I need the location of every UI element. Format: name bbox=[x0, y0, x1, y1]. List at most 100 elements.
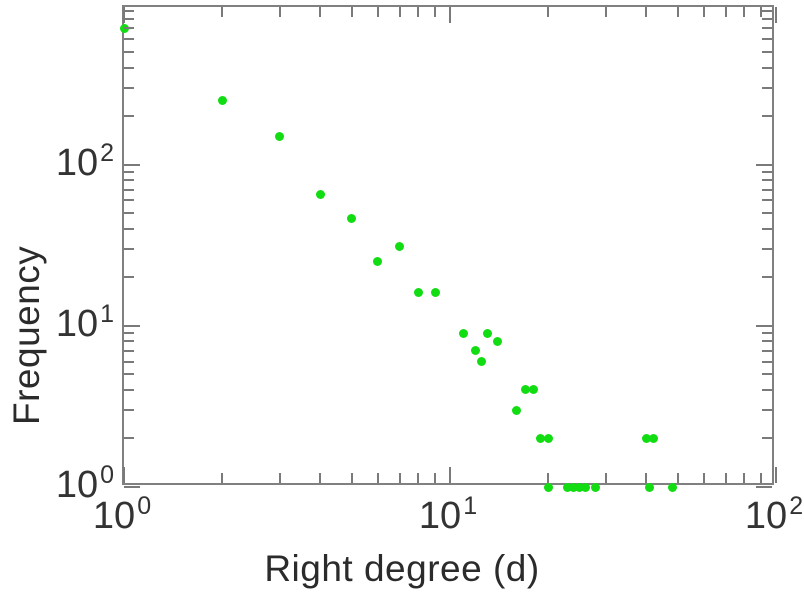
axis-tick bbox=[645, 473, 648, 483]
axis-tick bbox=[124, 170, 134, 173]
x-tick-label: 100 bbox=[92, 494, 151, 537]
axis-tick bbox=[762, 349, 772, 352]
data-point bbox=[667, 482, 677, 492]
axis-tick bbox=[124, 437, 134, 440]
axis-tick bbox=[124, 409, 134, 412]
axis-tick bbox=[124, 66, 134, 69]
tick-mantissa: 10 bbox=[744, 495, 788, 537]
axis-tick bbox=[124, 324, 140, 327]
data-point bbox=[520, 385, 530, 395]
y-tick-label: 101 bbox=[55, 302, 114, 345]
data-point bbox=[512, 405, 522, 415]
data-point bbox=[315, 190, 325, 200]
axis-tick bbox=[434, 7, 437, 17]
axis-tick bbox=[762, 388, 772, 391]
plot-area bbox=[119, 5, 777, 492]
data-point bbox=[536, 433, 546, 443]
axis-tick bbox=[124, 373, 134, 376]
data-point bbox=[493, 336, 503, 346]
axis-tick bbox=[278, 7, 281, 17]
axis-tick bbox=[547, 7, 550, 17]
axis-tick bbox=[398, 473, 401, 483]
tick-mantissa: 10 bbox=[418, 495, 462, 537]
axis-tick bbox=[676, 7, 679, 17]
axis-tick bbox=[762, 360, 772, 363]
axis-tick bbox=[762, 86, 772, 89]
data-point bbox=[373, 257, 383, 267]
data-point bbox=[413, 288, 423, 298]
data-point bbox=[591, 482, 601, 492]
axis-tick bbox=[124, 340, 134, 343]
axis-tick bbox=[124, 349, 134, 352]
axis-tick bbox=[762, 409, 772, 412]
tick-exponent: 0 bbox=[100, 461, 114, 490]
data-point bbox=[645, 482, 655, 492]
x-axis-title: Right degree (d) bbox=[264, 548, 540, 589]
y-tick-label: 102 bbox=[56, 140, 114, 181]
axis-tick bbox=[762, 9, 772, 12]
axis-tick bbox=[124, 188, 134, 191]
axis-tick bbox=[775, 7, 777, 23]
axis-tick bbox=[645, 7, 648, 17]
tick-exponent: 2 bbox=[100, 138, 114, 167]
axis-tick bbox=[124, 276, 134, 279]
axis-tick bbox=[124, 360, 134, 363]
axis-tick bbox=[417, 7, 420, 17]
axis-tick bbox=[221, 473, 224, 483]
axis-tick bbox=[319, 7, 322, 17]
tick-mantissa: 10 bbox=[92, 495, 136, 537]
tick-exponent: 1 bbox=[463, 492, 478, 521]
axis-tick bbox=[756, 163, 772, 166]
tick-mantissa: 10 bbox=[55, 302, 99, 345]
axis-tick bbox=[434, 473, 437, 483]
axis-tick bbox=[221, 7, 224, 17]
axis-tick bbox=[124, 179, 134, 182]
axis-tick bbox=[604, 473, 607, 483]
axis-tick bbox=[762, 188, 772, 191]
y-tick-label: 100 bbox=[55, 463, 114, 506]
data-point bbox=[528, 385, 538, 395]
x-tick-label: 102 bbox=[744, 494, 803, 537]
tick-exponent: 0 bbox=[137, 492, 152, 521]
data-point bbox=[543, 482, 553, 492]
axis-tick bbox=[676, 473, 679, 483]
data-point bbox=[569, 482, 579, 492]
axis-tick bbox=[350, 473, 353, 483]
y-axis-title: Frequency bbox=[6, 245, 47, 425]
data-point bbox=[395, 242, 404, 252]
data-point bbox=[580, 482, 590, 492]
axis-tick bbox=[124, 227, 134, 230]
axis-tick bbox=[762, 247, 772, 250]
plot-inner bbox=[119, 7, 777, 492]
axis-tick bbox=[702, 7, 705, 17]
data-point bbox=[543, 433, 553, 443]
axis-tick bbox=[124, 50, 134, 53]
axis-tick bbox=[417, 473, 420, 483]
axis-tick bbox=[124, 247, 134, 250]
axis-tick bbox=[124, 163, 140, 166]
axis-tick bbox=[124, 486, 140, 488]
axis-tick bbox=[756, 324, 772, 327]
axis-tick bbox=[762, 38, 772, 41]
tick-exponent: 2 bbox=[789, 492, 804, 521]
tick-mantissa: 10 bbox=[55, 464, 99, 506]
axis-tick bbox=[762, 66, 772, 69]
axis-tick bbox=[743, 7, 746, 17]
axis-tick bbox=[124, 332, 134, 335]
axis-tick bbox=[278, 473, 281, 483]
data-point bbox=[482, 328, 492, 338]
axis-tick bbox=[762, 18, 772, 21]
data-point bbox=[648, 433, 658, 443]
axis-tick bbox=[124, 86, 134, 89]
axis-tick bbox=[724, 7, 727, 17]
axis-tick bbox=[319, 473, 322, 483]
axis-tick bbox=[762, 212, 772, 215]
data-point bbox=[471, 346, 481, 356]
axis-tick bbox=[604, 7, 607, 17]
axis-tick bbox=[124, 38, 134, 41]
axis-tick bbox=[762, 199, 772, 202]
axis-tick bbox=[775, 467, 777, 483]
axis-tick bbox=[762, 50, 772, 53]
axis-tick bbox=[756, 486, 772, 488]
